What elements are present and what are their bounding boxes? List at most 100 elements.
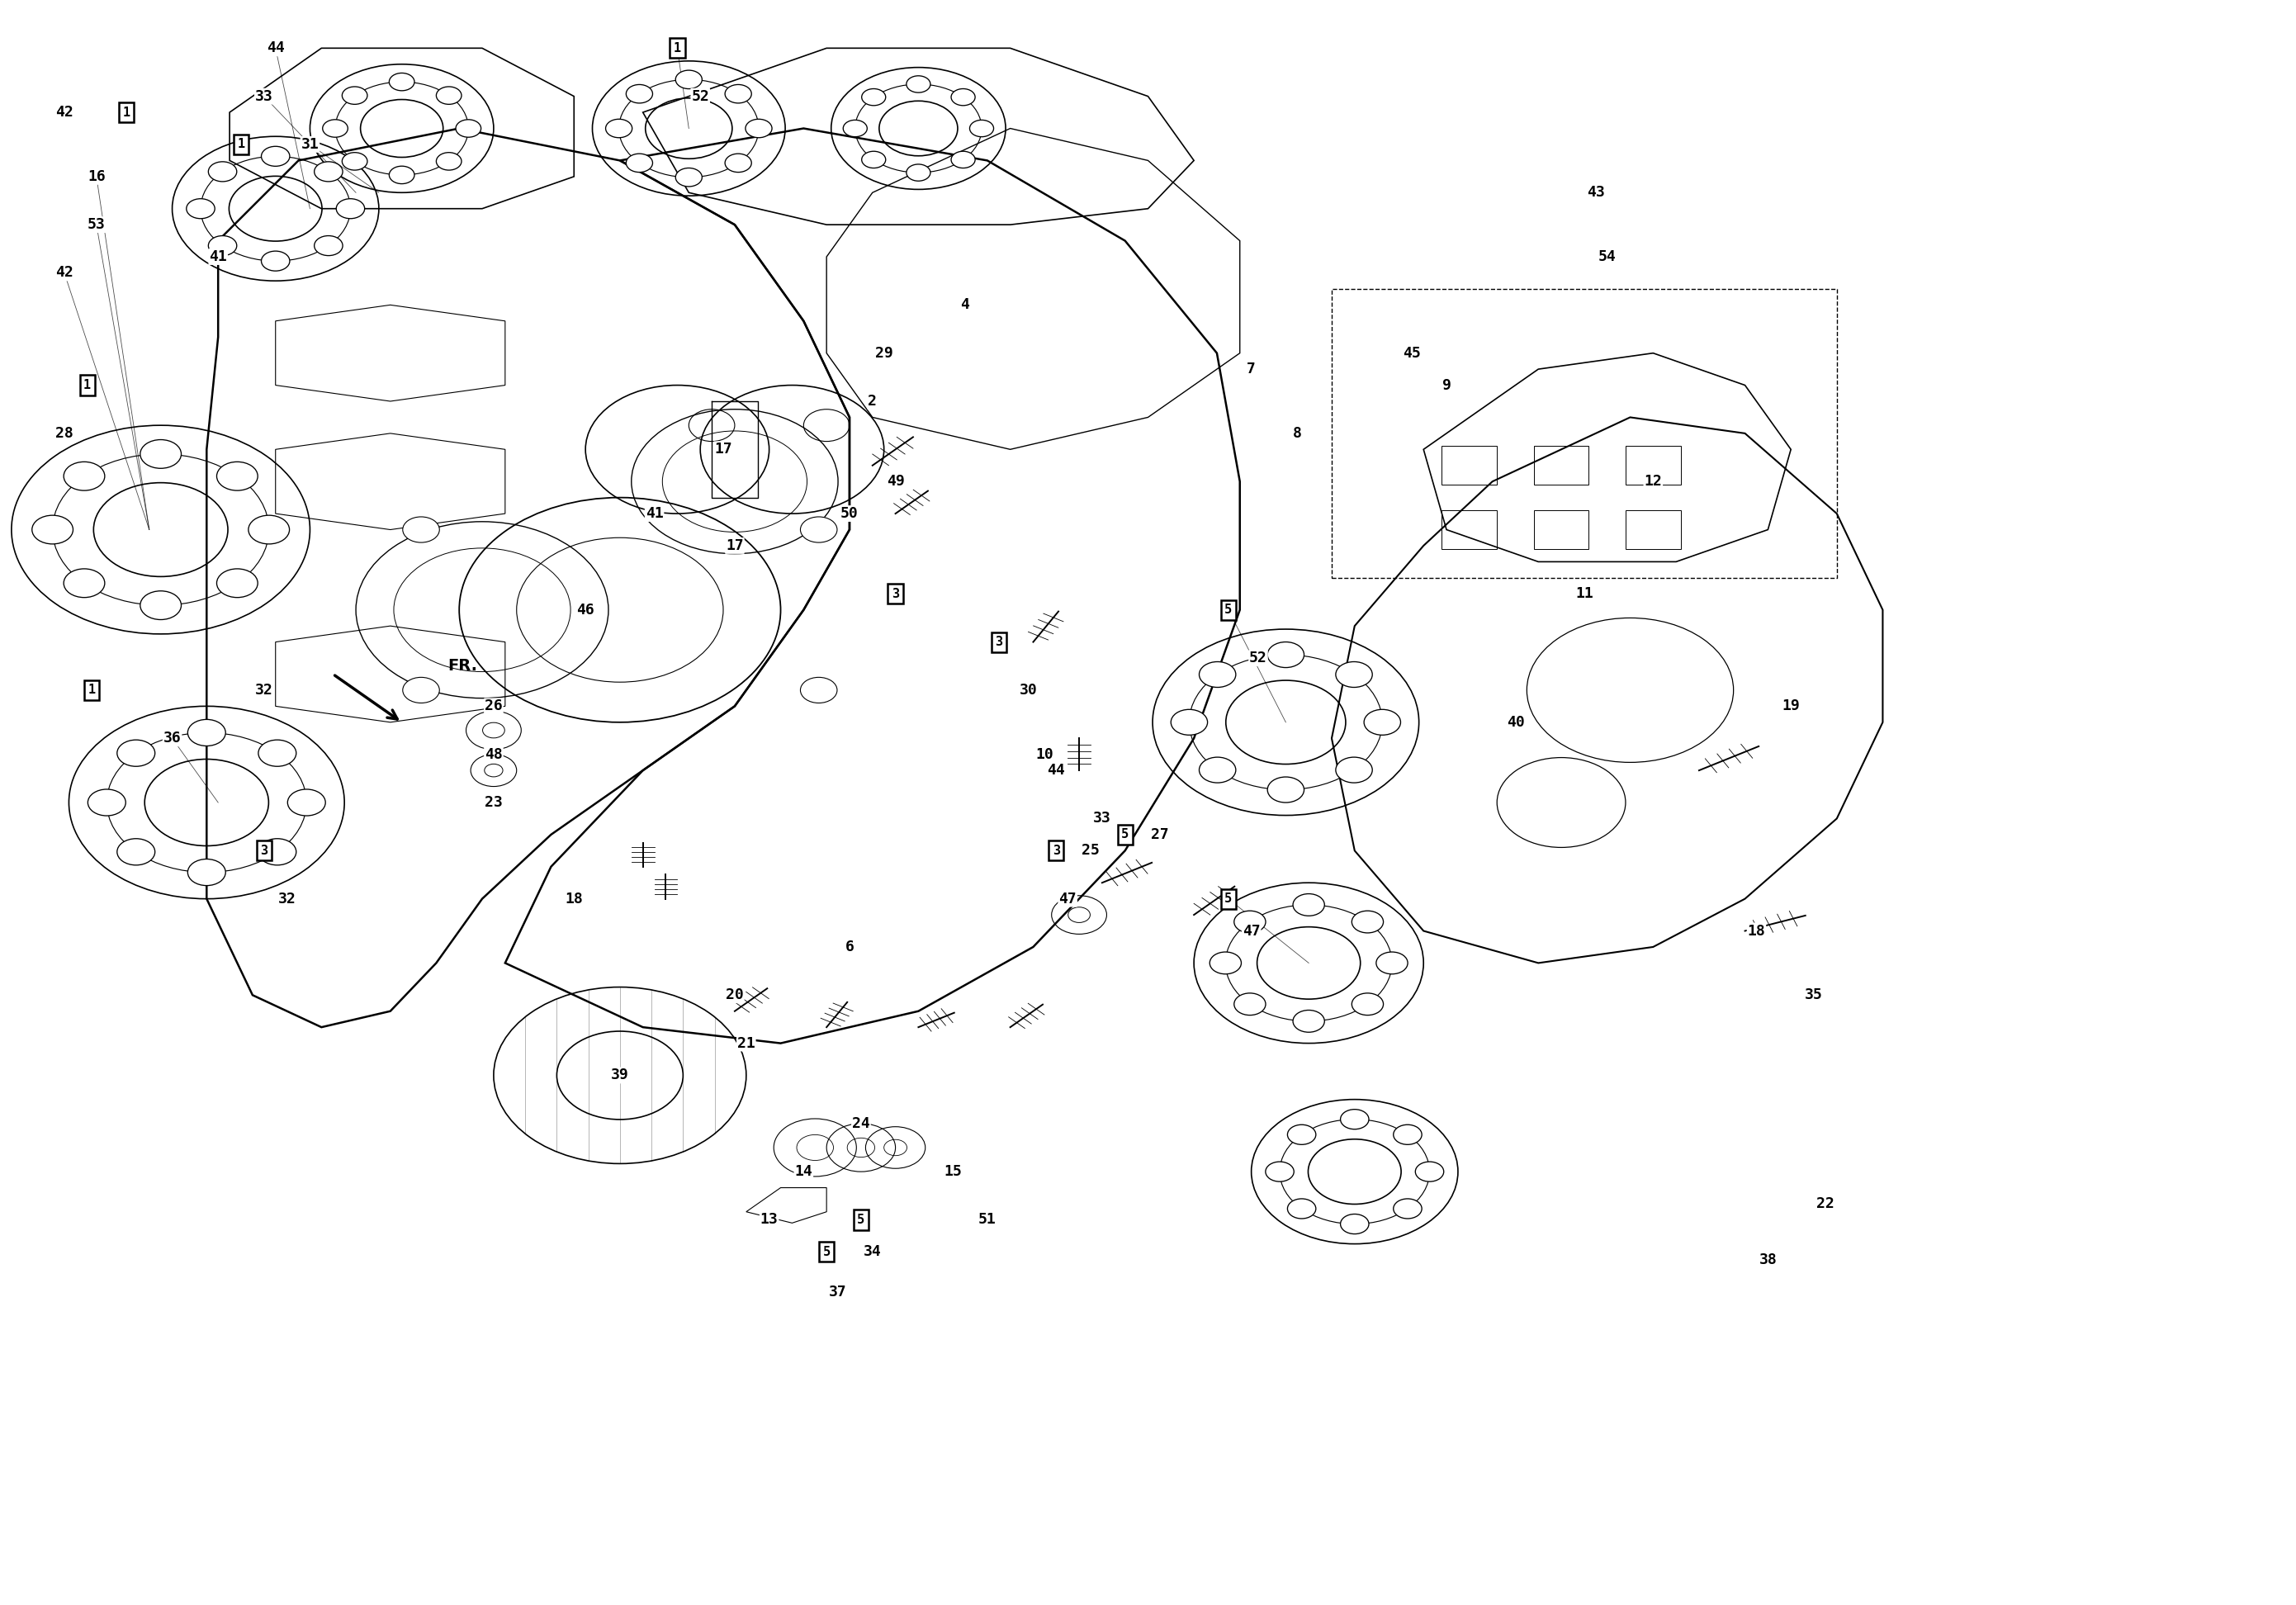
Text: 8: 8 [1293, 425, 1302, 441]
Circle shape [259, 740, 296, 766]
Circle shape [436, 152, 461, 170]
Circle shape [1414, 1162, 1444, 1181]
Text: 44: 44 [1047, 762, 1065, 778]
Text: 40: 40 [1506, 714, 1525, 730]
Circle shape [843, 120, 868, 136]
Circle shape [1336, 661, 1373, 687]
Circle shape [342, 87, 367, 104]
Circle shape [209, 236, 236, 255]
Text: 16: 16 [87, 169, 106, 185]
Text: 25: 25 [1081, 843, 1100, 859]
Circle shape [1293, 1010, 1325, 1032]
Text: 2: 2 [868, 393, 877, 409]
Text: 6: 6 [845, 939, 854, 955]
Bar [1626, 446, 1681, 485]
Circle shape [1199, 758, 1235, 783]
Text: 37: 37 [829, 1284, 847, 1300]
Text: 15: 15 [944, 1164, 962, 1180]
Circle shape [1171, 709, 1208, 735]
Circle shape [32, 515, 73, 544]
Text: 18: 18 [1747, 923, 1766, 939]
Text: 32: 32 [278, 891, 296, 907]
Circle shape [402, 677, 439, 703]
Circle shape [1394, 1199, 1421, 1218]
Bar [1442, 446, 1497, 485]
Circle shape [315, 236, 342, 255]
Circle shape [1288, 1125, 1316, 1144]
Text: 29: 29 [875, 345, 893, 361]
Text: 4: 4 [960, 297, 969, 313]
Text: 17: 17 [714, 441, 732, 457]
Circle shape [64, 568, 106, 597]
Bar [1442, 510, 1497, 549]
Text: 44: 44 [266, 40, 285, 56]
Circle shape [335, 199, 365, 218]
Circle shape [627, 85, 652, 103]
Text: 52: 52 [691, 88, 709, 104]
Text: 38: 38 [1759, 1252, 1777, 1268]
Bar [1534, 510, 1589, 549]
Circle shape [606, 119, 631, 138]
Text: 11: 11 [1575, 586, 1593, 602]
Circle shape [907, 164, 930, 181]
Text: 28: 28 [55, 425, 73, 441]
Text: 26: 26 [484, 698, 503, 714]
Circle shape [1394, 1125, 1421, 1144]
Circle shape [262, 250, 289, 271]
Circle shape [1341, 1109, 1368, 1130]
Circle shape [969, 120, 994, 136]
Circle shape [188, 859, 225, 886]
Text: 3: 3 [259, 844, 269, 857]
Circle shape [287, 790, 326, 815]
Circle shape [248, 515, 289, 544]
Text: 42: 42 [55, 104, 73, 120]
Circle shape [216, 462, 257, 491]
Circle shape [1199, 661, 1235, 687]
Text: 41: 41 [645, 506, 664, 522]
Circle shape [402, 517, 439, 542]
Text: 47: 47 [1058, 891, 1077, 907]
Text: 30: 30 [1019, 682, 1038, 698]
Circle shape [140, 440, 181, 469]
Text: 36: 36 [163, 730, 181, 746]
Text: 31: 31 [301, 136, 319, 152]
Circle shape [388, 165, 413, 183]
Text: 24: 24 [852, 1115, 870, 1132]
Circle shape [455, 120, 480, 138]
Text: 33: 33 [1093, 811, 1111, 827]
Text: 20: 20 [726, 987, 744, 1003]
Text: 5: 5 [822, 1245, 831, 1258]
Text: 5: 5 [1120, 828, 1130, 841]
Circle shape [951, 88, 976, 106]
Text: 21: 21 [737, 1035, 755, 1051]
Circle shape [436, 87, 461, 104]
Text: 53: 53 [87, 217, 106, 233]
Circle shape [1267, 777, 1304, 802]
Text: 7: 7 [1247, 361, 1256, 377]
Circle shape [726, 154, 751, 172]
Text: 46: 46 [576, 602, 595, 618]
Text: 3: 3 [891, 587, 900, 600]
Text: 14: 14 [794, 1164, 813, 1180]
Text: 47: 47 [1242, 923, 1261, 939]
Text: 45: 45 [1403, 345, 1421, 361]
Circle shape [1375, 952, 1407, 974]
Text: 1: 1 [87, 684, 96, 697]
Bar [1626, 510, 1681, 549]
Text: 23: 23 [484, 794, 503, 811]
Text: 1: 1 [83, 379, 92, 392]
Text: 5: 5 [1224, 603, 1233, 616]
Circle shape [262, 146, 289, 167]
Text: 5: 5 [1224, 892, 1233, 905]
Circle shape [1364, 709, 1401, 735]
Text: 17: 17 [726, 538, 744, 554]
Text: 1: 1 [236, 138, 246, 151]
Text: 52: 52 [1249, 650, 1267, 666]
Circle shape [64, 462, 106, 491]
Text: 1: 1 [673, 42, 682, 55]
Text: 35: 35 [1805, 987, 1823, 1003]
Text: 3: 3 [994, 636, 1003, 648]
Text: 48: 48 [484, 746, 503, 762]
Circle shape [342, 152, 367, 170]
Circle shape [675, 71, 703, 88]
